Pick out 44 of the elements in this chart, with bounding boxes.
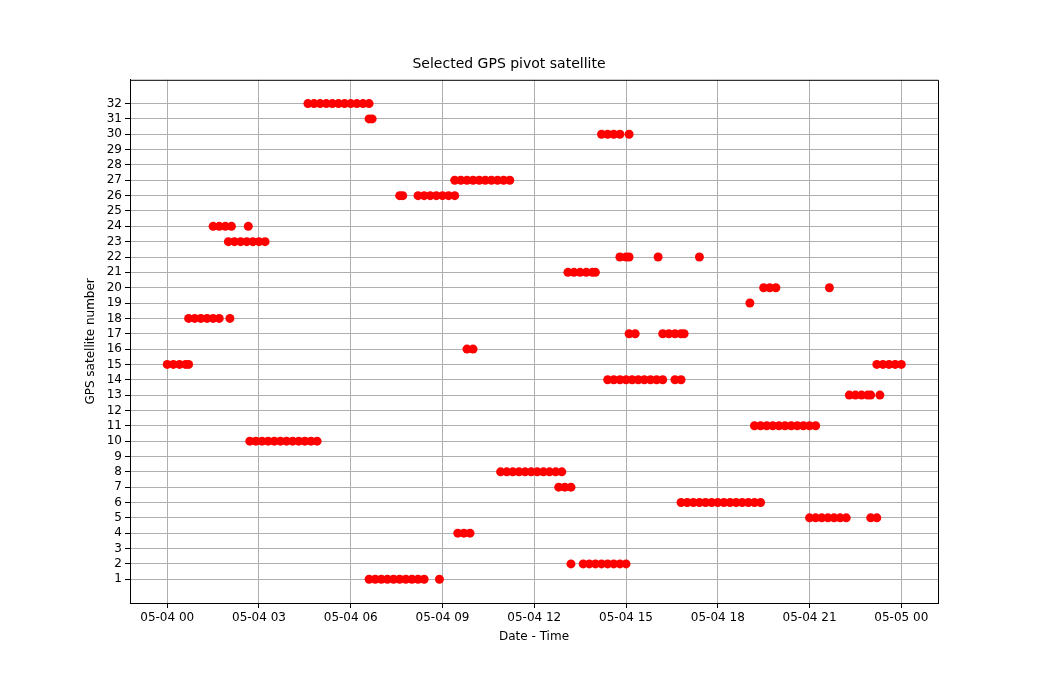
x-axis-title: Date - Time (498, 628, 570, 643)
y-tick-label: 7 (114, 479, 122, 494)
y-tick-label: 27 (106, 172, 122, 187)
y-tick-label: 13 (106, 387, 122, 402)
x-tick-label: 05-04 06 (323, 610, 378, 625)
y-tick-label: 20 (106, 279, 122, 294)
x-tick-label: 05-05 00 (874, 610, 929, 625)
y-tick-label: 29 (106, 141, 122, 156)
y-tick-label: 3 (114, 540, 122, 555)
y-tick-label: 26 (106, 187, 122, 202)
x-tick-label: 05-04 12 (507, 610, 562, 625)
x-tick-label: 05-04 00 (140, 610, 195, 625)
y-tick-label: 15 (106, 356, 122, 371)
y-tick-label: 24 (106, 218, 122, 233)
y-tick-label: 1 (114, 571, 122, 586)
y-tick-label: 23 (106, 233, 122, 248)
chart-title: Selected GPS pivot satellite (412, 55, 606, 72)
y-tick-label: 12 (106, 402, 122, 417)
y-tick-label: 8 (114, 463, 122, 478)
y-tick-label: 22 (106, 249, 122, 264)
y-tick-label: 21 (106, 264, 122, 279)
x-tick-label: 05-04 03 (232, 610, 286, 625)
y-axis-title: GPS satellite number (83, 278, 98, 405)
y-tick-label: 16 (106, 341, 122, 356)
x-tick-label: 05-04 18 (690, 610, 745, 625)
y-tick-label: 2 (114, 556, 122, 570)
y-tick-label: 18 (106, 310, 122, 325)
y-tick-label: 14 (106, 371, 122, 386)
y-tick-label: 10 (106, 433, 122, 448)
y-tick-label: 6 (114, 494, 122, 509)
x-tick-label: 05-04 15 (599, 610, 653, 625)
y-tick-label: 32 (106, 95, 122, 110)
y-tick-label: 4 (114, 525, 122, 540)
y-tick-label: 11 (106, 417, 122, 432)
y-tick-label: 31 (106, 111, 122, 126)
y-tick-label: 9 (114, 448, 122, 463)
y-tick-label: 30 (106, 126, 122, 141)
y-tick-label: 25 (106, 203, 122, 218)
y-tick-label: 28 (106, 157, 122, 172)
x-tick-label: 05-04 21 (782, 610, 837, 625)
y-tick-label: 19 (106, 295, 122, 310)
x-tick-label: 05-04 09 (415, 610, 470, 625)
y-tick-label: 5 (114, 509, 122, 524)
y-tick-label: 17 (106, 325, 122, 340)
